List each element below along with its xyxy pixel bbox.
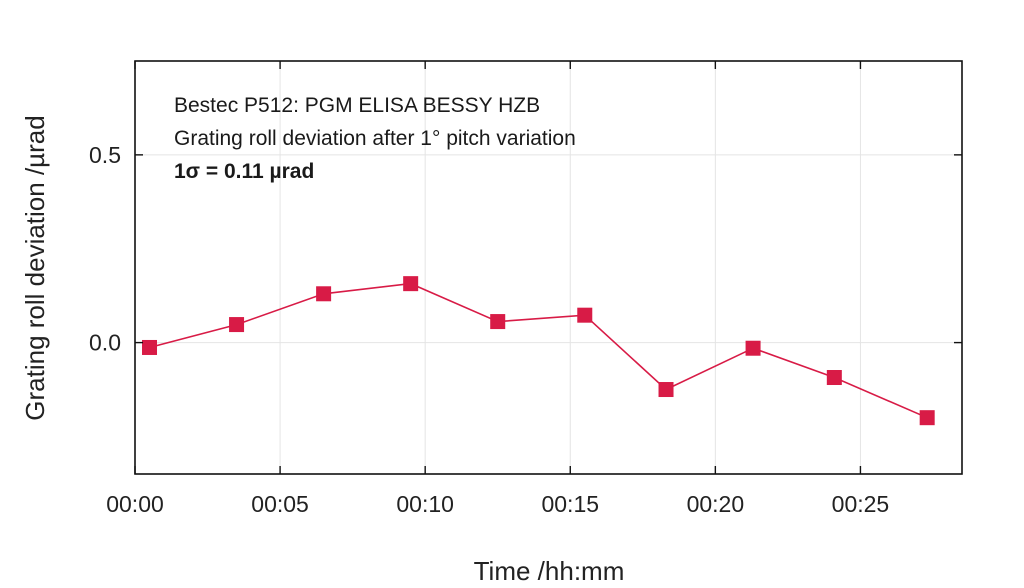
- data-point: [490, 314, 506, 330]
- series-line: [149, 282, 928, 419]
- grid-lines: [134, 61, 962, 474]
- series-layer: [142, 276, 935, 426]
- x-axis-title: Time /hh:mm: [474, 556, 625, 586]
- y-tick-label: 0.0: [89, 330, 121, 356]
- x-tick-label: 00:00: [106, 491, 164, 517]
- x-tick-label: 00:20: [687, 491, 745, 517]
- data-point: [229, 317, 245, 333]
- data-point: [577, 307, 593, 323]
- x-tick-label: 00:25: [832, 491, 890, 517]
- y-axis-title: Grating roll deviation /µrad: [20, 115, 50, 420]
- y-tick-label: 0.5: [89, 142, 121, 168]
- ticks: 00:00 00:05 00:10 00:15 00:20 00:25 0.0 0.5: [89, 61, 962, 517]
- data-point: [403, 276, 419, 292]
- data-point: [142, 339, 158, 355]
- data-point: [745, 340, 761, 356]
- annotation-line-2: Grating roll deviation after 1° pitch va…: [174, 127, 576, 150]
- annotation-sigma: 1σ = 0.11 µrad: [174, 160, 314, 183]
- annotation-line-1: Bestec P512: PGM ELISA BESSY HZB: [174, 94, 540, 117]
- data-point: [316, 286, 332, 302]
- x-tick-label: 00:05: [251, 491, 309, 517]
- x-tick-label: 00:10: [396, 491, 454, 517]
- data-point: [658, 382, 674, 398]
- data-point: [919, 410, 935, 426]
- data-point: [826, 370, 842, 386]
- x-tick-label: 00:15: [541, 491, 599, 517]
- plot-frame: [134, 60, 963, 475]
